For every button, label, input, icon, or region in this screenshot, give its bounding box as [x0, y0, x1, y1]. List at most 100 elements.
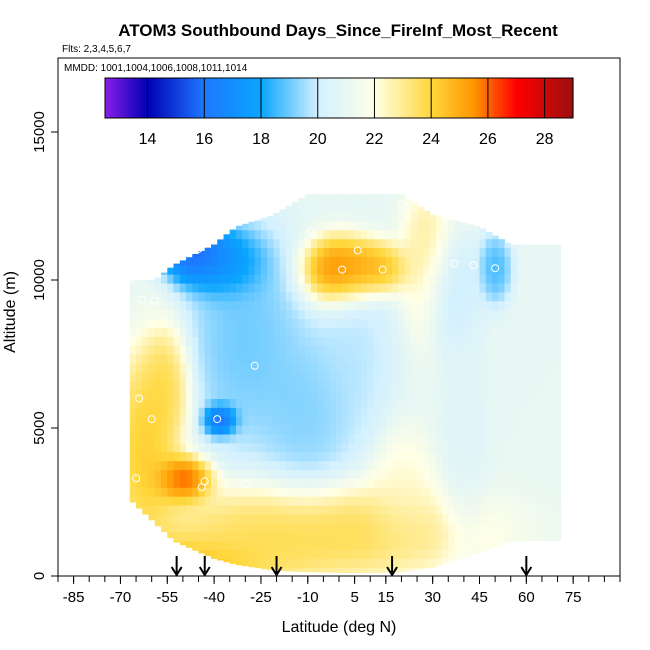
heatmap-cell — [373, 247, 381, 257]
heatmap-cell — [460, 531, 468, 542]
heatmap-cell — [385, 478, 393, 488]
heatmap-cell — [485, 362, 493, 373]
heatmap-cell — [242, 327, 249, 337]
heatmap-cell — [404, 558, 412, 568]
heatmap-cell — [454, 345, 462, 355]
heatmap-cell — [373, 496, 381, 506]
heatmap-cell — [267, 291, 274, 302]
heatmap-cell — [523, 513, 530, 524]
heatmap-cell — [260, 380, 268, 391]
heatmap-cell — [254, 247, 262, 257]
heatmap-cell — [354, 309, 362, 320]
heatmap-cell — [385, 345, 393, 355]
heatmap-cell — [417, 345, 424, 355]
heatmap-cell — [473, 256, 481, 266]
heatmap-cell — [460, 522, 468, 533]
heatmap-cell — [398, 220, 406, 231]
heatmap-cell — [342, 505, 349, 515]
heatmap-cell — [192, 327, 200, 337]
heatmap-cell — [535, 345, 543, 355]
heatmap-cell — [529, 522, 537, 533]
heatmap-cell — [423, 354, 431, 364]
heatmap-cell — [410, 291, 418, 302]
heatmap-cell — [204, 442, 212, 453]
heatmap-cell — [348, 327, 356, 337]
heatmap-cell — [392, 211, 399, 222]
heatmap-cell — [317, 211, 324, 222]
heatmap-cell — [454, 247, 462, 257]
heatmap-cell — [248, 442, 256, 453]
heatmap-cell — [236, 380, 243, 391]
heatmap-cell — [504, 345, 512, 355]
heatmap-cell — [161, 398, 168, 408]
heatmap-cell — [179, 300, 187, 311]
heatmap-cell — [211, 522, 218, 533]
heatmap-cell — [285, 229, 293, 240]
heatmap-cell — [310, 229, 318, 240]
heatmap-cell — [423, 256, 431, 266]
heatmap-cell — [279, 256, 287, 266]
heatmap-cell — [448, 407, 456, 417]
heatmap-cell — [454, 283, 462, 293]
heatmap-cell — [360, 567, 368, 573]
heatmap-cell — [223, 416, 231, 426]
heatmap-cell — [267, 416, 274, 426]
heatmap-cell — [385, 407, 393, 417]
heatmap-cell — [360, 220, 368, 231]
heatmap-cell — [335, 478, 343, 488]
heatmap-cell — [273, 451, 281, 462]
heatmap-cell — [236, 442, 243, 453]
heatmap-cell — [154, 309, 162, 320]
heatmap-cell — [198, 283, 206, 293]
heatmap-cell — [398, 460, 406, 471]
heatmap-cell — [279, 522, 287, 533]
heatmap-cell — [154, 460, 162, 471]
heatmap-cell — [442, 256, 449, 266]
heatmap-cell — [323, 558, 331, 568]
heatmap-cell — [517, 283, 524, 293]
heatmap-cell — [529, 425, 537, 435]
colorbar-swatch — [251, 78, 255, 118]
heatmap-cell — [217, 407, 224, 417]
heatmap-cell — [554, 513, 562, 524]
heatmap-cell — [548, 380, 555, 391]
heatmap-cell — [541, 380, 549, 391]
heatmap-cell — [504, 309, 512, 320]
heatmap-cell — [167, 291, 175, 302]
heatmap-cell — [398, 229, 406, 240]
heatmap-cell — [198, 389, 206, 399]
heatmap-cell — [435, 380, 443, 391]
heatmap-cell — [323, 433, 331, 444]
heatmap-cell — [229, 469, 237, 479]
heatmap-cell — [186, 318, 193, 328]
heatmap-cell — [173, 362, 181, 373]
heatmap-cell — [211, 487, 218, 497]
heatmap-cell — [317, 513, 324, 524]
heatmap-cell — [442, 522, 449, 533]
heatmap-cell — [498, 425, 505, 435]
heatmap-cell — [548, 496, 555, 506]
heatmap-cell — [423, 540, 431, 550]
heatmap-cell — [273, 389, 281, 399]
heatmap-cell — [435, 389, 443, 399]
heatmap-cell — [204, 300, 212, 311]
heatmap-cell — [254, 522, 262, 533]
heatmap-cell — [379, 522, 387, 533]
heatmap-cell — [292, 256, 299, 266]
heatmap-cell — [285, 354, 293, 364]
heatmap-cell — [354, 380, 362, 391]
heatmap-cell — [360, 345, 368, 355]
heatmap-cell — [517, 291, 524, 302]
heatmap-cell — [236, 283, 243, 293]
heatmap-cell — [448, 238, 456, 249]
heatmap-cell — [285, 362, 293, 373]
heatmap-cell — [167, 300, 175, 311]
heatmap-cell — [504, 283, 512, 293]
heatmap-cell — [435, 442, 443, 453]
heatmap-cell — [217, 522, 224, 533]
heatmap-cell — [473, 433, 481, 444]
heatmap-cell — [217, 487, 224, 497]
heatmap-cell — [148, 291, 156, 302]
heatmap-cell — [448, 496, 456, 506]
heatmap-cell — [479, 513, 487, 524]
